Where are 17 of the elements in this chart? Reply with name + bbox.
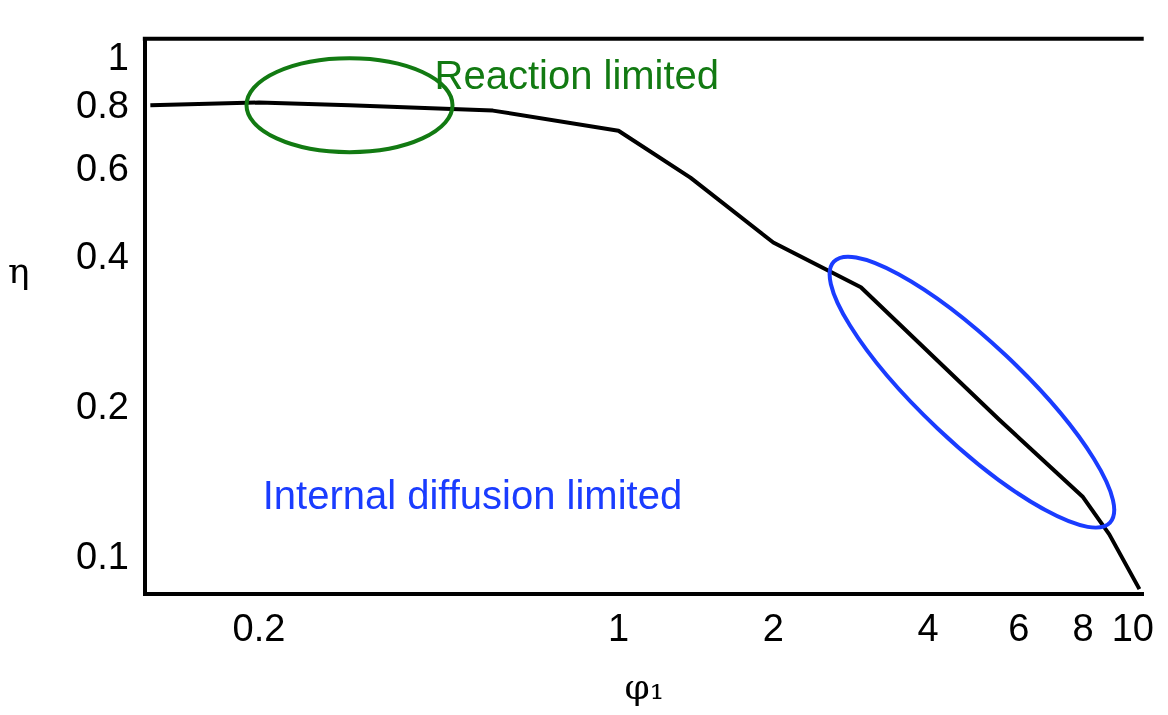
x-tick-label: 2: [762, 607, 784, 650]
x-tick-label: 6: [1008, 607, 1030, 650]
y-tick-label: 0.1: [76, 535, 129, 578]
x-tick-label: 1: [607, 607, 630, 650]
y-tick-label: 1: [107, 35, 129, 78]
x-tick-label: 0.2: [232, 607, 286, 650]
x-axis-title: φ₁: [624, 665, 665, 707]
y-tick-label: 0.8: [76, 84, 129, 127]
x-tick-label: 10: [1111, 607, 1154, 650]
annotation: Internal diffusion limited: [262, 473, 683, 518]
x-tick-label: 4: [917, 607, 939, 650]
y-tick-label: 0.4: [76, 234, 129, 277]
x-tick-label: 8: [1072, 607, 1094, 650]
y-tick-label: 0.6: [76, 146, 129, 189]
annotation: Reaction limited: [434, 52, 720, 97]
y-tick-label: 0.2: [76, 385, 129, 428]
y-axis-title: η: [8, 250, 30, 291]
